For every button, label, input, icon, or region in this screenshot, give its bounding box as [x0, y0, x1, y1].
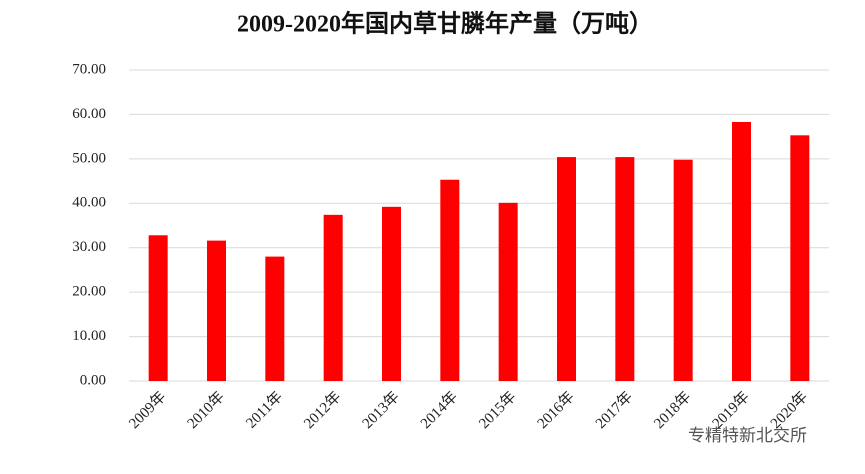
bar — [148, 235, 168, 381]
watermark: 专精特新北交所 — [688, 426, 807, 446]
bar — [790, 135, 810, 381]
bar — [673, 159, 693, 381]
chart-title: 2009-2020年国内草甘膦年产量（万吨） — [237, 10, 653, 38]
bar — [498, 202, 518, 381]
x-tick-label: 2016年 — [534, 388, 578, 432]
x-tick-label: 2011年 — [243, 388, 286, 431]
bar — [323, 214, 343, 381]
bar — [207, 240, 226, 381]
bar — [557, 157, 576, 381]
bar — [732, 121, 751, 381]
bar — [615, 157, 635, 381]
y-tick-label: 30.00 — [72, 239, 106, 255]
x-tick-label: 2017年 — [592, 388, 636, 432]
y-tick-label: 60.00 — [72, 106, 106, 122]
y-tick-label: 70.00 — [72, 61, 106, 77]
bar — [265, 256, 285, 381]
y-tick-label: 10.00 — [72, 328, 106, 344]
x-tick-label: 2009年 — [126, 388, 170, 432]
x-tick-label: 2012年 — [301, 388, 345, 432]
x-tick-label: 2013年 — [359, 388, 403, 432]
bar — [440, 179, 460, 381]
bar — [382, 206, 401, 381]
y-tick-label: 0.00 — [80, 372, 106, 388]
x-tick-label: 2015年 — [476, 388, 520, 432]
y-tick-label: 20.00 — [72, 284, 106, 300]
x-tick-label: 2014年 — [417, 388, 461, 432]
x-tick-label: 2010年 — [184, 388, 228, 432]
y-tick-label: 40.00 — [72, 195, 106, 211]
y-tick-label: 50.00 — [72, 150, 106, 166]
